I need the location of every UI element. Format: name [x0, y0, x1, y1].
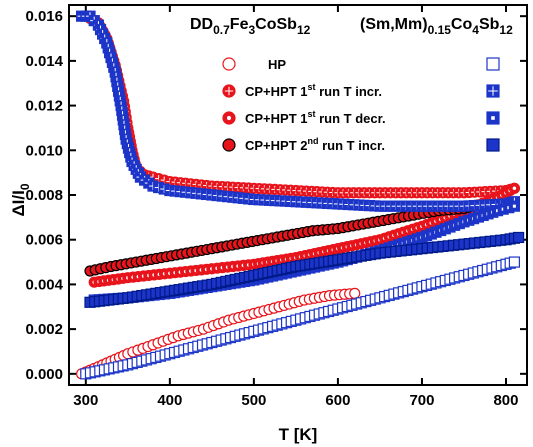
x-tick-label: 400: [157, 392, 182, 409]
legend-marker-circle: [222, 57, 236, 71]
series-5: [76, 10, 520, 212]
x-tick-label: 500: [241, 392, 266, 409]
y-tick-label: 0.000: [25, 366, 63, 383]
y-axis-title: ΔI/I0: [9, 183, 32, 216]
header-right: (Sm,Mm)0.15Co4Sb12: [360, 16, 513, 37]
series-7: [84, 231, 525, 308]
data-point: [349, 287, 361, 299]
legend-markers: [222, 57, 500, 152]
legend-marker-circle: [222, 84, 236, 98]
series-4: [80, 256, 520, 380]
legend-label-run2-incr: CP+HPT 2nd run T incr.: [245, 136, 385, 153]
x-tick-label: 700: [409, 392, 434, 409]
y-tick-label: 0.014: [25, 53, 63, 70]
data-points: [76, 10, 525, 380]
legend-marker-square: [486, 111, 500, 125]
legend: HP CP+HPT 1st run T incr. CP+HPT 1st run…: [222, 57, 500, 153]
y-tick-label: 0.016: [25, 8, 63, 25]
legend-label-run1-decr: CP+HPT 1st run T decr.: [245, 109, 386, 126]
legend-marker-circle: [222, 138, 236, 152]
header-left: DD0.7Fe3CoSb12: [190, 16, 311, 37]
data-point: [508, 256, 520, 268]
data-point: [512, 231, 525, 244]
x-tick-label: 800: [493, 392, 518, 409]
y-tick-label: 0.002: [25, 321, 63, 338]
data-point: [508, 182, 520, 194]
legend-marker-circle: [222, 111, 236, 125]
y-tick-label: 0.004: [25, 276, 63, 293]
legend-marker-square: [486, 138, 500, 152]
legend-label-run1-incr: CP+HPT 1st run T incr.: [245, 82, 382, 99]
x-tick-label: 300: [73, 392, 98, 409]
y-tick-label: 0.006: [25, 232, 63, 249]
axis-ticks: 300 400 500 600 700 800 0.000 0.002 0.004 0.006 0.…: [25, 5, 527, 409]
x-axis-title: T [K]: [279, 425, 318, 444]
legend-marker-square: [486, 57, 500, 71]
y-tick-label: 0.010: [25, 142, 63, 159]
data-point: [508, 200, 520, 212]
x-tick-label: 600: [325, 392, 350, 409]
y-tick-label: 0.008: [25, 187, 63, 204]
legend-marker-square: [486, 84, 500, 98]
y-tick-label: 0.012: [25, 98, 63, 115]
legend-label-hp: HP: [268, 57, 286, 72]
